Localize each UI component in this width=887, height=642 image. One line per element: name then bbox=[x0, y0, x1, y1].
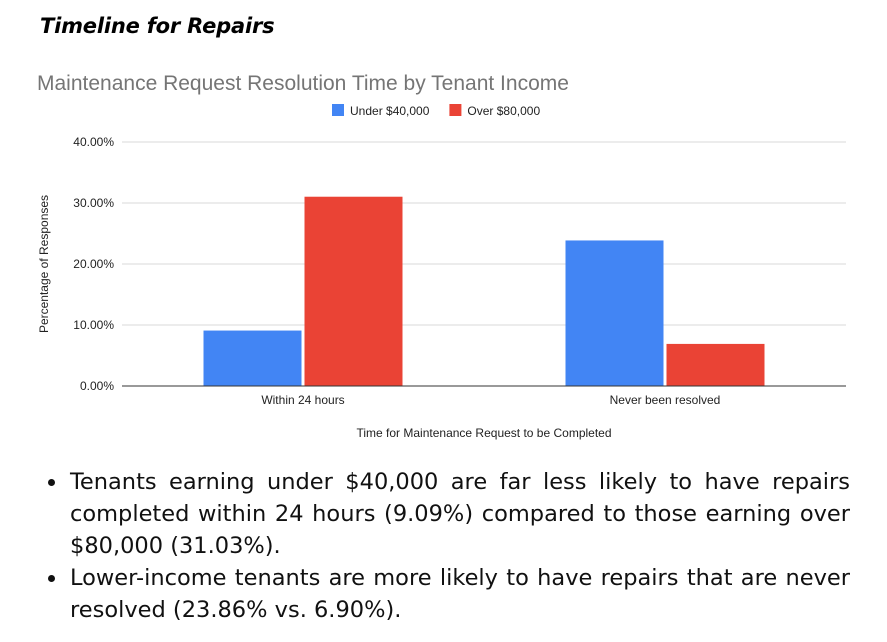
y-tick-label: 20.00% bbox=[73, 257, 114, 271]
bullet-list: Tenants earning under $40,000 are far le… bbox=[38, 466, 850, 626]
bar-2-1 bbox=[304, 196, 403, 386]
bar-1-2 bbox=[565, 240, 664, 386]
bar-chart: Maintenance Request Resolution Time by T… bbox=[37, 72, 846, 440]
y-tick-label: 0.00% bbox=[80, 379, 114, 393]
bar-2-2 bbox=[666, 343, 765, 386]
legend-label-1: Under $40,000 bbox=[350, 104, 430, 118]
legend-swatch-1 bbox=[332, 104, 344, 116]
page-title: Timeline for Repairs bbox=[40, 14, 275, 38]
y-tick-label: 40.00% bbox=[73, 135, 114, 149]
y-tick-label: 10.00% bbox=[73, 318, 114, 332]
bullet-item-2: Lower-income tenants are more likely to … bbox=[38, 562, 850, 626]
x-tick-label: Within 24 hours bbox=[261, 393, 344, 407]
y-tick-label: 30.00% bbox=[73, 196, 114, 210]
x-tick-label: Never been resolved bbox=[610, 393, 721, 407]
x-axis-title: Time for Maintenance Request to be Compl… bbox=[356, 426, 611, 440]
legend-swatch-2 bbox=[449, 104, 462, 116]
y-axis-title: Percentage of Responses bbox=[37, 195, 51, 333]
chart-title: Maintenance Request Resolution Time by T… bbox=[37, 72, 569, 95]
bullet-item-1: Tenants earning under $40,000 are far le… bbox=[38, 466, 850, 562]
bar-1-1 bbox=[203, 330, 302, 386]
chart-panel: Maintenance Request Resolution Time by T… bbox=[28, 62, 854, 452]
legend-label-2: Over $80,000 bbox=[467, 104, 540, 118]
